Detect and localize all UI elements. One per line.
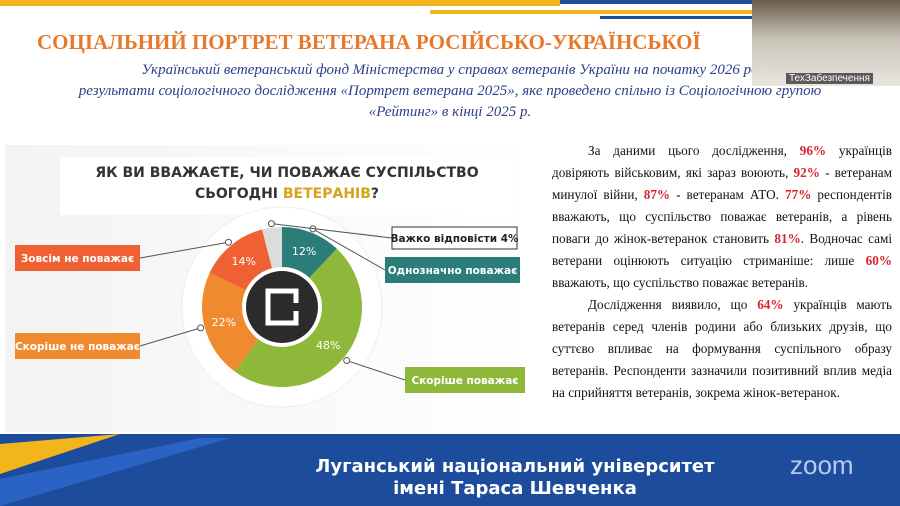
leader-dot [224, 238, 232, 246]
text-run: - ветеранам АТО. [670, 187, 785, 202]
category-label: Однозначно поважає [388, 265, 518, 277]
question-part: ВЕТЕРАНІВ [283, 186, 371, 202]
highlight: 60% [865, 253, 892, 268]
paragraph: Дослідження виявило, що 64% українців ма… [552, 294, 892, 404]
text-run: За даними цього дослідження, [588, 143, 800, 158]
leader-line [139, 241, 229, 259]
category-value: 4% [501, 233, 519, 245]
highlight: 96% [799, 143, 827, 158]
university-line: Луганський національний університет [315, 456, 715, 477]
category-label: Зовсім не поважає [21, 253, 134, 265]
footer-stripes [0, 434, 230, 506]
category-box [15, 333, 140, 359]
slice-label: 12% [292, 245, 316, 258]
category-label: Скоріше не поважає [15, 341, 140, 353]
text-run: - ветеранам минулої війни, [552, 165, 892, 202]
text-block: За даними цього дослідження, 96% українц… [552, 140, 892, 404]
participant-name: ТехЗабезпечення [786, 73, 873, 84]
highlight: 77% [785, 187, 812, 202]
university-line: імені Тараса Шевченка [393, 478, 637, 499]
donut-slice [262, 227, 282, 269]
category-name: Однозначно поважає [388, 265, 518, 277]
leader-dot [267, 220, 275, 228]
subtitle-line: Український ветеранський фонд Міністерст… [141, 62, 759, 78]
category-name: Скоріше поважає [411, 375, 518, 387]
highlight: 81% [774, 231, 801, 246]
question-box [60, 157, 515, 215]
slide-subtitle: Український ветеранський фонд Міністерст… [0, 60, 900, 123]
slice-label: 48% [316, 339, 340, 352]
category-box [385, 257, 520, 283]
highlight: 87% [643, 187, 671, 202]
category-box [15, 245, 140, 271]
slice-label: 22% [212, 316, 236, 329]
logo-gap [290, 303, 302, 311]
donut-slice [202, 272, 259, 372]
category-name: Важко відповісти [390, 233, 497, 245]
chart: ЯК ВИ ВВАЖАЄТЕ, ЧИ ПОВАЖАЄ СУСПІЛЬСТВО С… [15, 157, 525, 408]
leader-line [346, 360, 406, 381]
leader-dot [343, 357, 351, 365]
slide-title: СОЦІАЛЬНИЙ ПОРТРЕТ ВЕТЕРАНА РОСІЙСЬКО-УК… [37, 30, 701, 54]
footer: Луганський національний університет імен… [0, 434, 900, 506]
paragraph: За даними цього дослідження, 96% українц… [552, 140, 892, 294]
logo-circle [246, 271, 318, 343]
category-box [391, 226, 518, 250]
donut-slice [234, 248, 363, 388]
text-run: українців довіряють військовим, які зара… [552, 143, 892, 180]
question-part: ? [371, 186, 379, 202]
subtitle-line: результати соціологічного дослідження «П… [78, 83, 822, 99]
text-run: Дослідження виявило, що [588, 297, 758, 312]
donut-slice [209, 229, 273, 290]
category-label: Скоріше поважає [411, 375, 518, 387]
subtitle-line: «Рейтинг» в кінці 2025 р. [368, 104, 532, 120]
text-run: вважають, що суспільство поважає ветеран… [552, 275, 809, 290]
question-line: СЬОГОДНІ ВЕТЕРАНІВ? [195, 186, 379, 202]
text-run: . Водночас самі ветерани оцінюють ситуац… [552, 231, 892, 268]
category-name: Зовсім не поважає [21, 253, 134, 265]
slice-label: 14% [232, 255, 256, 268]
leader-line [271, 223, 393, 239]
question-line: ЯК ВИ ВВАЖАЄТЕ, ЧИ ПОВАЖАЄ СУСПІЛЬСТВО [95, 165, 478, 181]
text-run: українців мають ветеранів серед членів р… [552, 297, 892, 400]
category-label: Важко відповісти 4% [390, 233, 519, 245]
donut-slice [282, 227, 337, 278]
highlight: 92% [793, 165, 820, 180]
category-box [405, 367, 525, 393]
question-part: СЬОГОДНІ [195, 186, 283, 202]
highlight: 64% [757, 297, 784, 312]
top-stripes [0, 0, 760, 19]
leader-line [139, 327, 201, 347]
leader-dot [197, 324, 205, 332]
text-run: респондентів вважають, що суспільство по… [552, 187, 893, 246]
category-name: Скоріше не поважає [15, 341, 140, 353]
zoom-logo: zoom [790, 450, 854, 480]
leader-line [312, 228, 386, 271]
video-thumbnail[interactable]: ТехЗабезпечення [752, 0, 900, 86]
